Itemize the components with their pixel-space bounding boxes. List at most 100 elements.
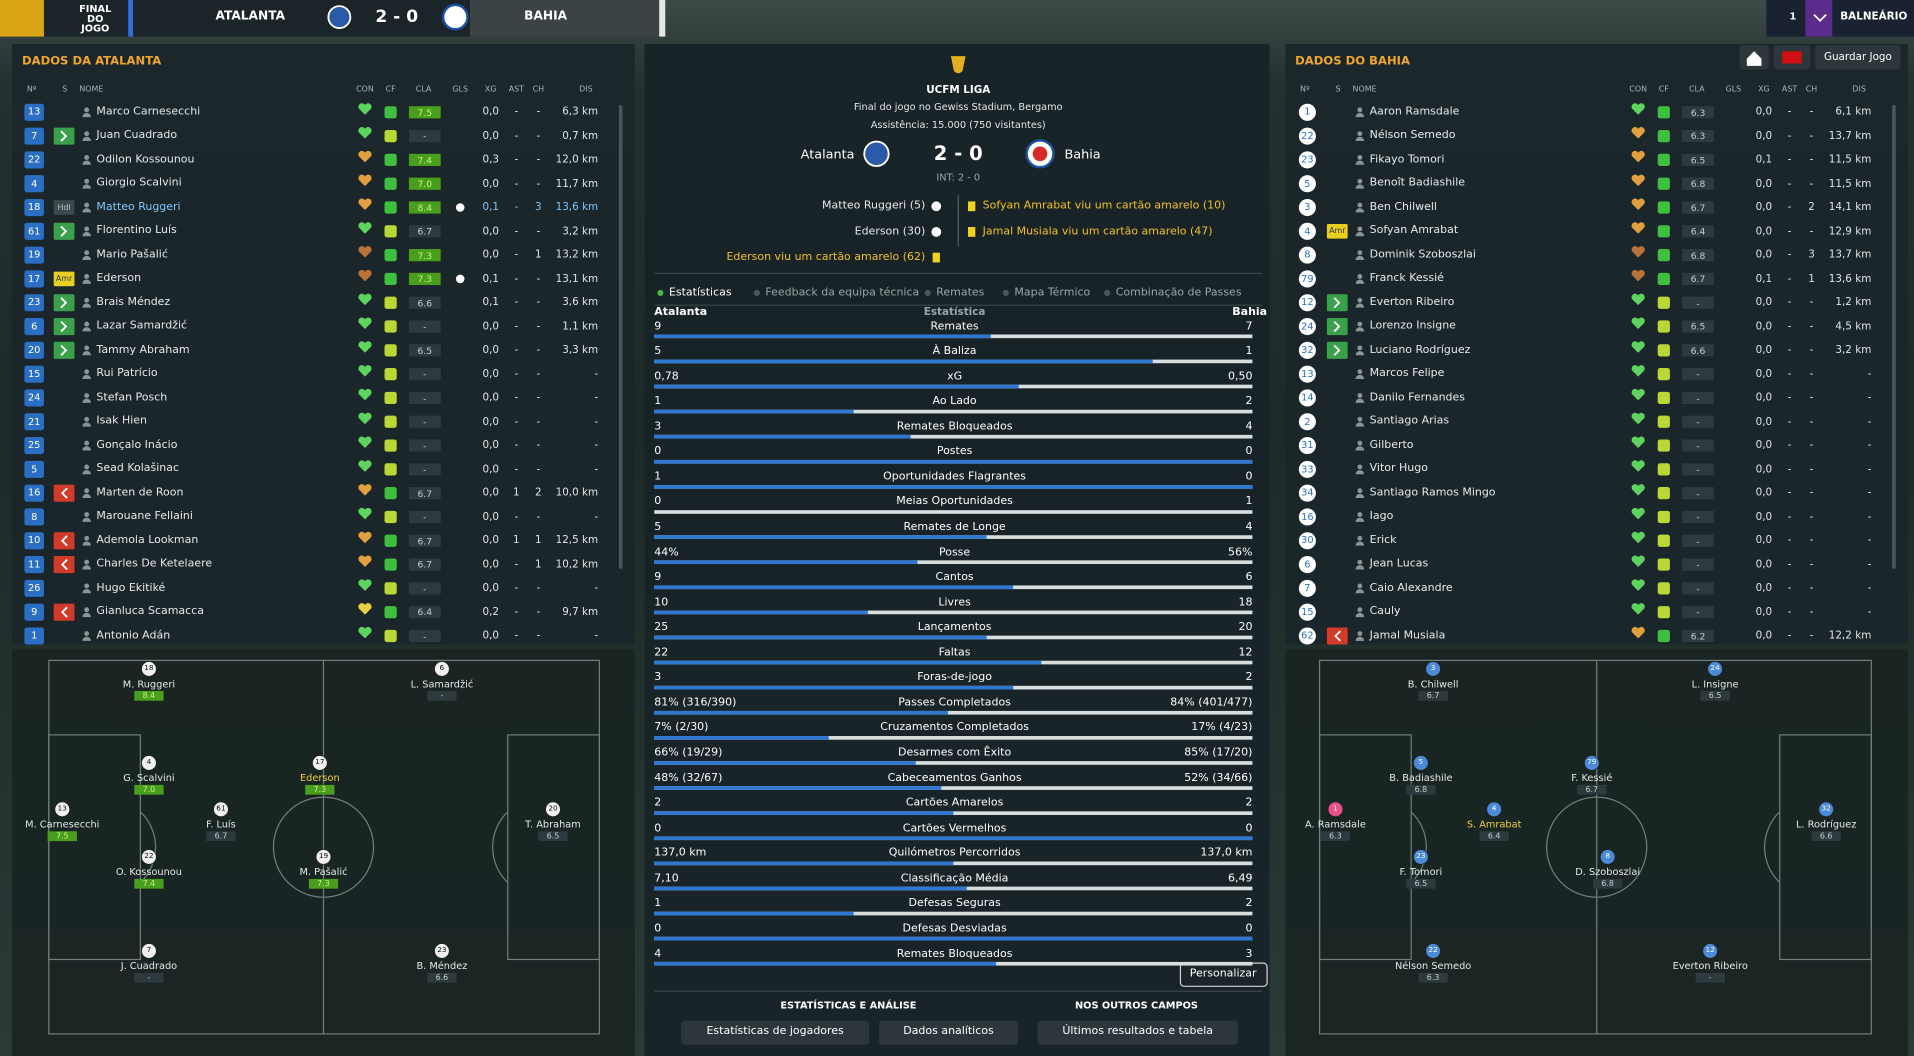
token-name[interactable]: F. Luís: [206, 819, 236, 831]
player-name[interactable]: Ademola Lookman: [96, 534, 199, 547]
footer-button-label[interactable]: Últimos resultados e tabela: [1062, 1025, 1214, 1038]
scrollbar: [1892, 104, 1896, 569]
fitness-icon: [1657, 177, 1670, 190]
token-name[interactable]: M. Ruggeri: [122, 678, 176, 690]
player-name[interactable]: Marouane Fellaini: [96, 510, 193, 523]
player-name[interactable]: Stefan Posch: [96, 391, 168, 404]
player-name[interactable]: Aaron Ramsdale: [1369, 105, 1460, 118]
token-name[interactable]: Everton Ribeiro: [1672, 960, 1748, 972]
player-name[interactable]: Cauly: [1369, 605, 1401, 618]
sub-arrow: [60, 321, 68, 333]
player-name[interactable]: Erick: [1369, 534, 1397, 547]
player-name[interactable]: Sead Kolašinac: [96, 462, 180, 475]
player-name[interactable]: Iago: [1369, 510, 1394, 523]
token-name[interactable]: Nélson Semedo: [1394, 960, 1472, 972]
token-name[interactable]: F. Kessié: [1571, 772, 1613, 784]
number-badge: [1298, 294, 1316, 312]
player-name[interactable]: Ben Chilwell: [1369, 200, 1437, 214]
bar-edge: [659, 0, 666, 37]
distance: 10,2 km: [555, 558, 599, 571]
token-name[interactable]: S. Amrabat: [1466, 819, 1522, 831]
token-name[interactable]: D. Szoboszlai: [1575, 866, 1641, 878]
player-name[interactable]: Mario Pašalić: [96, 248, 168, 261]
player-name[interactable]: Dominik Szoboszlai: [1369, 248, 1476, 261]
player-name[interactable]: Fikayo Tomori: [1369, 153, 1445, 166]
save-label[interactable]: Guardar Jogo: [1823, 51, 1892, 64]
tab[interactable]: Remates: [936, 286, 985, 299]
player-name[interactable]: Luciano Rodríguez: [1369, 343, 1471, 356]
player-name[interactable]: Caio Alexandre: [1369, 581, 1453, 594]
player-name[interactable]: Franck Kessié: [1369, 272, 1444, 285]
player-name[interactable]: Ederson: [96, 272, 142, 285]
player-name[interactable]: Tammy Abraham: [96, 343, 190, 356]
number-badge: [24, 413, 44, 431]
token-name[interactable]: M. Pašalić: [299, 866, 348, 878]
tab[interactable]: Combinação de Passes: [1115, 286, 1242, 299]
token-name[interactable]: B. Méndez: [416, 960, 468, 972]
token-name[interactable]: Ederson: [299, 772, 340, 784]
player-name[interactable]: Danilo Fernandes: [1369, 391, 1466, 404]
token-name[interactable]: L. Insigne: [1691, 678, 1739, 690]
player-name[interactable]: Odilon Kossounou: [96, 153, 195, 166]
dressing-room[interactable]: BALNEÁRIO: [1840, 10, 1908, 24]
player-name[interactable]: Rui Patrício: [96, 367, 158, 380]
token-name[interactable]: O. Kossounou: [115, 866, 182, 878]
player-name[interactable]: Jamal Musiala: [1369, 629, 1446, 642]
player-name[interactable]: Santiago Ramos Mingo: [1369, 486, 1496, 499]
token-name[interactable]: L. Samardžić: [410, 678, 474, 690]
number-badge: [1298, 603, 1316, 621]
token-name[interactable]: B. Chilwell: [1407, 678, 1459, 690]
player-name[interactable]: Isak Hien: [96, 415, 148, 428]
tab[interactable]: Estatísticas: [668, 286, 732, 299]
player-name[interactable]: Vitor Hugo: [1369, 462, 1428, 475]
footer-button[interactable]: [681, 1020, 870, 1045]
token-name[interactable]: L. Rodríguez: [1795, 819, 1857, 831]
player-name[interactable]: Antonio Adán: [96, 629, 171, 642]
player-name[interactable]: Jean Lucas: [1369, 557, 1429, 571]
footer-button[interactable]: [1037, 1020, 1238, 1045]
player-name[interactable]: Brais Méndez: [96, 296, 171, 309]
player-name[interactable]: Matteo Ruggeri: [96, 200, 181, 214]
player-icon: [84, 631, 90, 636]
player-name[interactable]: Benoît Badiashile: [1369, 177, 1466, 190]
player-name[interactable]: Hugo Ekitiké: [96, 581, 166, 594]
player-name[interactable]: Lazar Samardžić: [96, 319, 188, 333]
player-name[interactable]: Lorenzo Insigne: [1369, 319, 1456, 333]
player-name[interactable]: Gilberto: [1369, 438, 1414, 452]
footer-button-label[interactable]: Dados analíticos: [903, 1025, 994, 1038]
player-name[interactable]: Gonçalo Inácio: [96, 438, 178, 452]
token-name[interactable]: B. Badiashile: [1389, 772, 1453, 784]
player-name[interactable]: Marten de Roon: [96, 486, 184, 499]
player-name[interactable]: Giorgio Scalvini: [96, 177, 182, 190]
chances: -: [536, 296, 541, 309]
customize[interactable]: Personalizar: [1189, 968, 1257, 981]
tab[interactable]: Mapa Térmico: [1014, 286, 1091, 299]
token-name[interactable]: A. Ramsdale: [1305, 819, 1366, 831]
token-rating: 8.4: [142, 690, 156, 701]
token-name[interactable]: T. Abraham: [525, 819, 581, 831]
player-name[interactable]: Marco Carnesecchi: [96, 105, 201, 118]
player-name[interactable]: Marcos Felipe: [1369, 367, 1445, 380]
sub-badge: [53, 532, 75, 550]
player-name[interactable]: Nélson Semedo: [1369, 129, 1456, 142]
token-name[interactable]: J. Cuadrado: [120, 960, 178, 972]
number-badge: [24, 151, 44, 169]
token-name[interactable]: G. Scalvini: [123, 772, 175, 784]
tab[interactable]: Feedback da equipa técnica: [765, 286, 920, 299]
player-name[interactable]: Juan Cuadrado: [96, 129, 178, 142]
player-name[interactable]: Florentino Luís: [96, 224, 177, 237]
save-button[interactable]: [1815, 45, 1901, 70]
player-name[interactable]: Everton Ribeiro: [1369, 296, 1455, 309]
rating-box: [1682, 534, 1714, 547]
player-name[interactable]: Santiago Arias: [1369, 415, 1450, 428]
player-name[interactable]: Charles De Ketelaere: [96, 557, 213, 571]
footer-button-label[interactable]: Estatísticas de jogadores: [706, 1025, 844, 1038]
player-name[interactable]: Gianluca Scamacca: [96, 605, 204, 618]
token-rating: 6.3: [1329, 831, 1342, 842]
shirt-number: 7: [1304, 582, 1311, 594]
token-name[interactable]: F. Tomori: [1399, 866, 1443, 878]
footer-button[interactable]: [878, 1020, 1019, 1045]
token-name[interactable]: M. Carnesecchi: [25, 819, 100, 831]
rating-box: [1682, 153, 1714, 167]
player-name[interactable]: Sofyan Amrabat: [1369, 224, 1459, 237]
